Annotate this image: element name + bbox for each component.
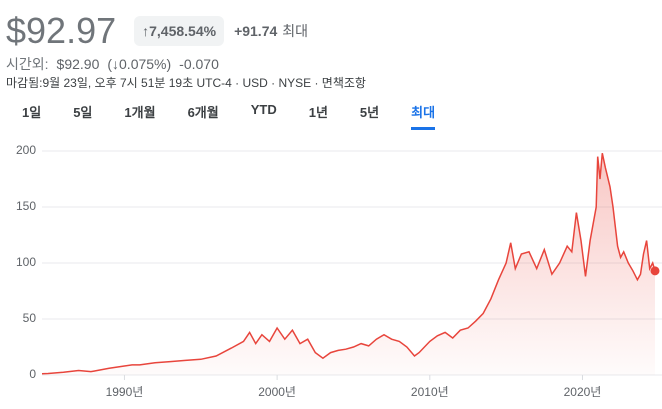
after-hours-pct: (↓0.075%): [107, 56, 172, 72]
range-tab[interactable]: 5일: [73, 105, 93, 120]
y-tick-label: 0: [29, 367, 36, 381]
range-tab[interactable]: 6개월: [187, 105, 219, 120]
x-tick-label: 2020년: [564, 385, 602, 399]
range-tab[interactable]: 1개월: [124, 105, 156, 120]
y-tick-label: 100: [16, 255, 36, 269]
y-tick-label: 150: [16, 199, 36, 213]
y-tick-label: 200: [16, 143, 36, 157]
closed-info: 마감됨:9월 23일, 오후 7시 51분 19초 UTC-4 · USD · …: [6, 76, 366, 90]
x-tick-label: 2000년: [258, 385, 296, 399]
after-hours-label: 시간외:: [6, 56, 49, 72]
after-hours-price: $92.90: [56, 56, 100, 72]
price: $92.97: [6, 10, 117, 51]
range-tab[interactable]: 1년: [308, 105, 328, 120]
range-tab[interactable]: 최대: [411, 102, 436, 130]
range-tab[interactable]: 5년: [359, 105, 380, 120]
range-tabs: 1일 5일 1개월 6개월 YTD 1년 5년 최대: [22, 102, 467, 130]
price-line: [41, 153, 656, 375]
last-point: [650, 266, 660, 276]
after-hours-change: -0.070: [179, 56, 219, 72]
change-abs: +91.74: [234, 23, 278, 39]
range-tab[interactable]: 1일: [22, 105, 42, 120]
x-tick-label: 2010년: [411, 385, 449, 399]
change-pct: ↑7,458.54%: [134, 16, 225, 46]
area: [42, 153, 655, 375]
price-row: $92.97 ↑7,458.54% +91.74 최대: [6, 10, 308, 52]
range-tab[interactable]: YTD: [250, 102, 277, 117]
period: 최대: [282, 23, 309, 39]
y-tick-label: 50: [23, 311, 37, 325]
x-tick-label: 1990년: [106, 385, 144, 399]
after-hours-row: 시간외: $92.90 (↓0.075%) -0.070: [6, 54, 219, 74]
